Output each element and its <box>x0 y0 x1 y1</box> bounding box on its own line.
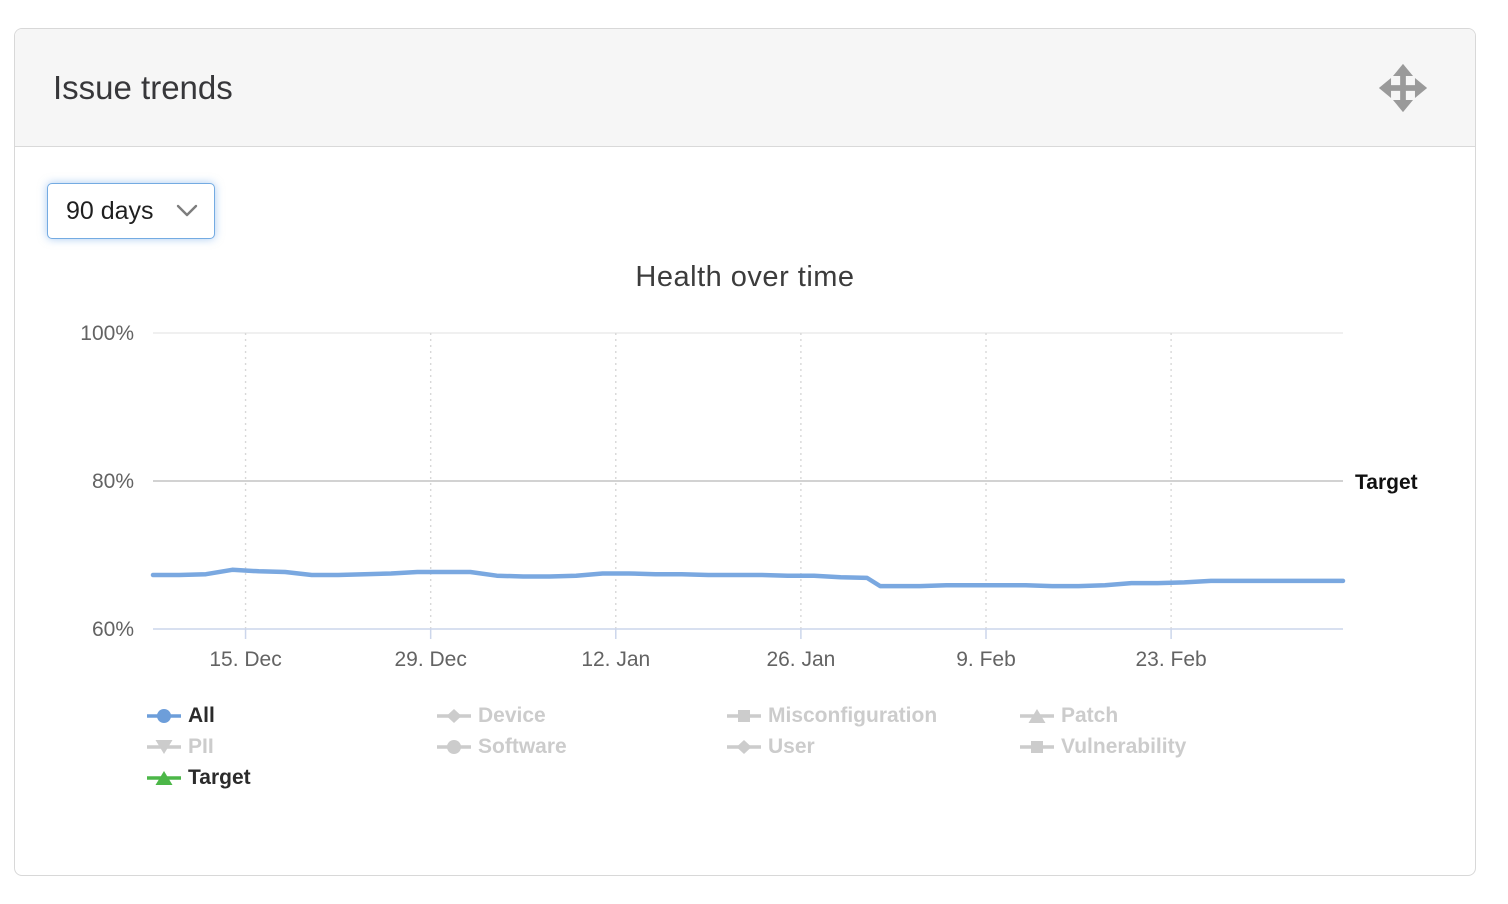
legend-label: All <box>188 704 215 727</box>
legend-label: PII <box>188 735 214 758</box>
x-axis-label: 26. Jan <box>766 648 835 671</box>
legend-item-misconfiguration[interactable]: Misconfiguration <box>726 705 1019 727</box>
triangle-marker-icon <box>1020 709 1054 723</box>
chart-legend: All Device Misconfiguration Patch PII Softwar… <box>146 705 1475 789</box>
diamond-marker-icon <box>437 709 471 723</box>
x-axis-label: 15. Dec <box>209 648 281 671</box>
legend-label: Target <box>188 766 251 789</box>
y-axis-label-100: 100% <box>80 322 134 345</box>
circle-marker-icon <box>437 740 471 754</box>
x-axis-label: 9. Feb <box>956 648 1016 671</box>
x-axis-label: 29. Dec <box>394 648 466 671</box>
legend-label: Patch <box>1061 704 1119 727</box>
circle-marker-icon <box>147 709 181 723</box>
legend-item-pii[interactable]: PII <box>146 736 436 758</box>
legend-label: Software <box>478 735 567 758</box>
chevron-down-icon <box>176 204 198 218</box>
square-marker-icon <box>727 710 761 722</box>
legend-label: Device <box>478 704 546 727</box>
card-header: Issue trends <box>15 29 1475 147</box>
x-axis-label: 23. Feb <box>1136 648 1207 671</box>
diamond-marker-icon <box>727 740 761 754</box>
period-select[interactable]: 90 days <box>47 183 215 239</box>
move-icon[interactable] <box>1377 62 1429 114</box>
issue-trends-card: Issue trends 90 days Health over time <box>14 28 1476 876</box>
legend-label: User <box>768 735 815 758</box>
series-line-all[interactable] <box>150 567 1346 589</box>
legend-item-user[interactable]: User <box>726 736 1019 758</box>
health-chart: 60% 80% 100% 15. Dec 29. Dec 12. Jan 26. Jan 9.… <box>80 322 1418 671</box>
legend-item-target[interactable]: Target <box>146 767 436 789</box>
legend-item-software[interactable]: Software <box>436 736 726 758</box>
legend-item-device[interactable]: Device <box>436 705 726 727</box>
legend-item-vulnerability[interactable]: Vulnerability <box>1019 736 1475 758</box>
card-body: 90 days Health over time 60% 80% 100% 15. D… <box>15 147 1475 789</box>
legend-item-patch[interactable]: Patch <box>1019 705 1475 727</box>
y-axis-label-80: 80% <box>92 470 134 493</box>
x-axis-label: 12. Jan <box>581 648 650 671</box>
square-marker-icon <box>1020 741 1054 753</box>
y-axis-label-60: 60% <box>92 618 134 641</box>
card-title: Issue trends <box>53 68 233 106</box>
legend-label: Misconfiguration <box>768 704 938 727</box>
triangle-marker-icon <box>147 771 181 785</box>
target-line-label: Target <box>1355 471 1418 494</box>
legend-label: Vulnerability <box>1061 735 1187 758</box>
chart-title: Health over time <box>635 261 855 293</box>
legend-item-all[interactable]: All <box>146 705 436 727</box>
triangle-down-marker-icon <box>147 740 181 754</box>
period-select-value: 90 days <box>66 196 154 225</box>
